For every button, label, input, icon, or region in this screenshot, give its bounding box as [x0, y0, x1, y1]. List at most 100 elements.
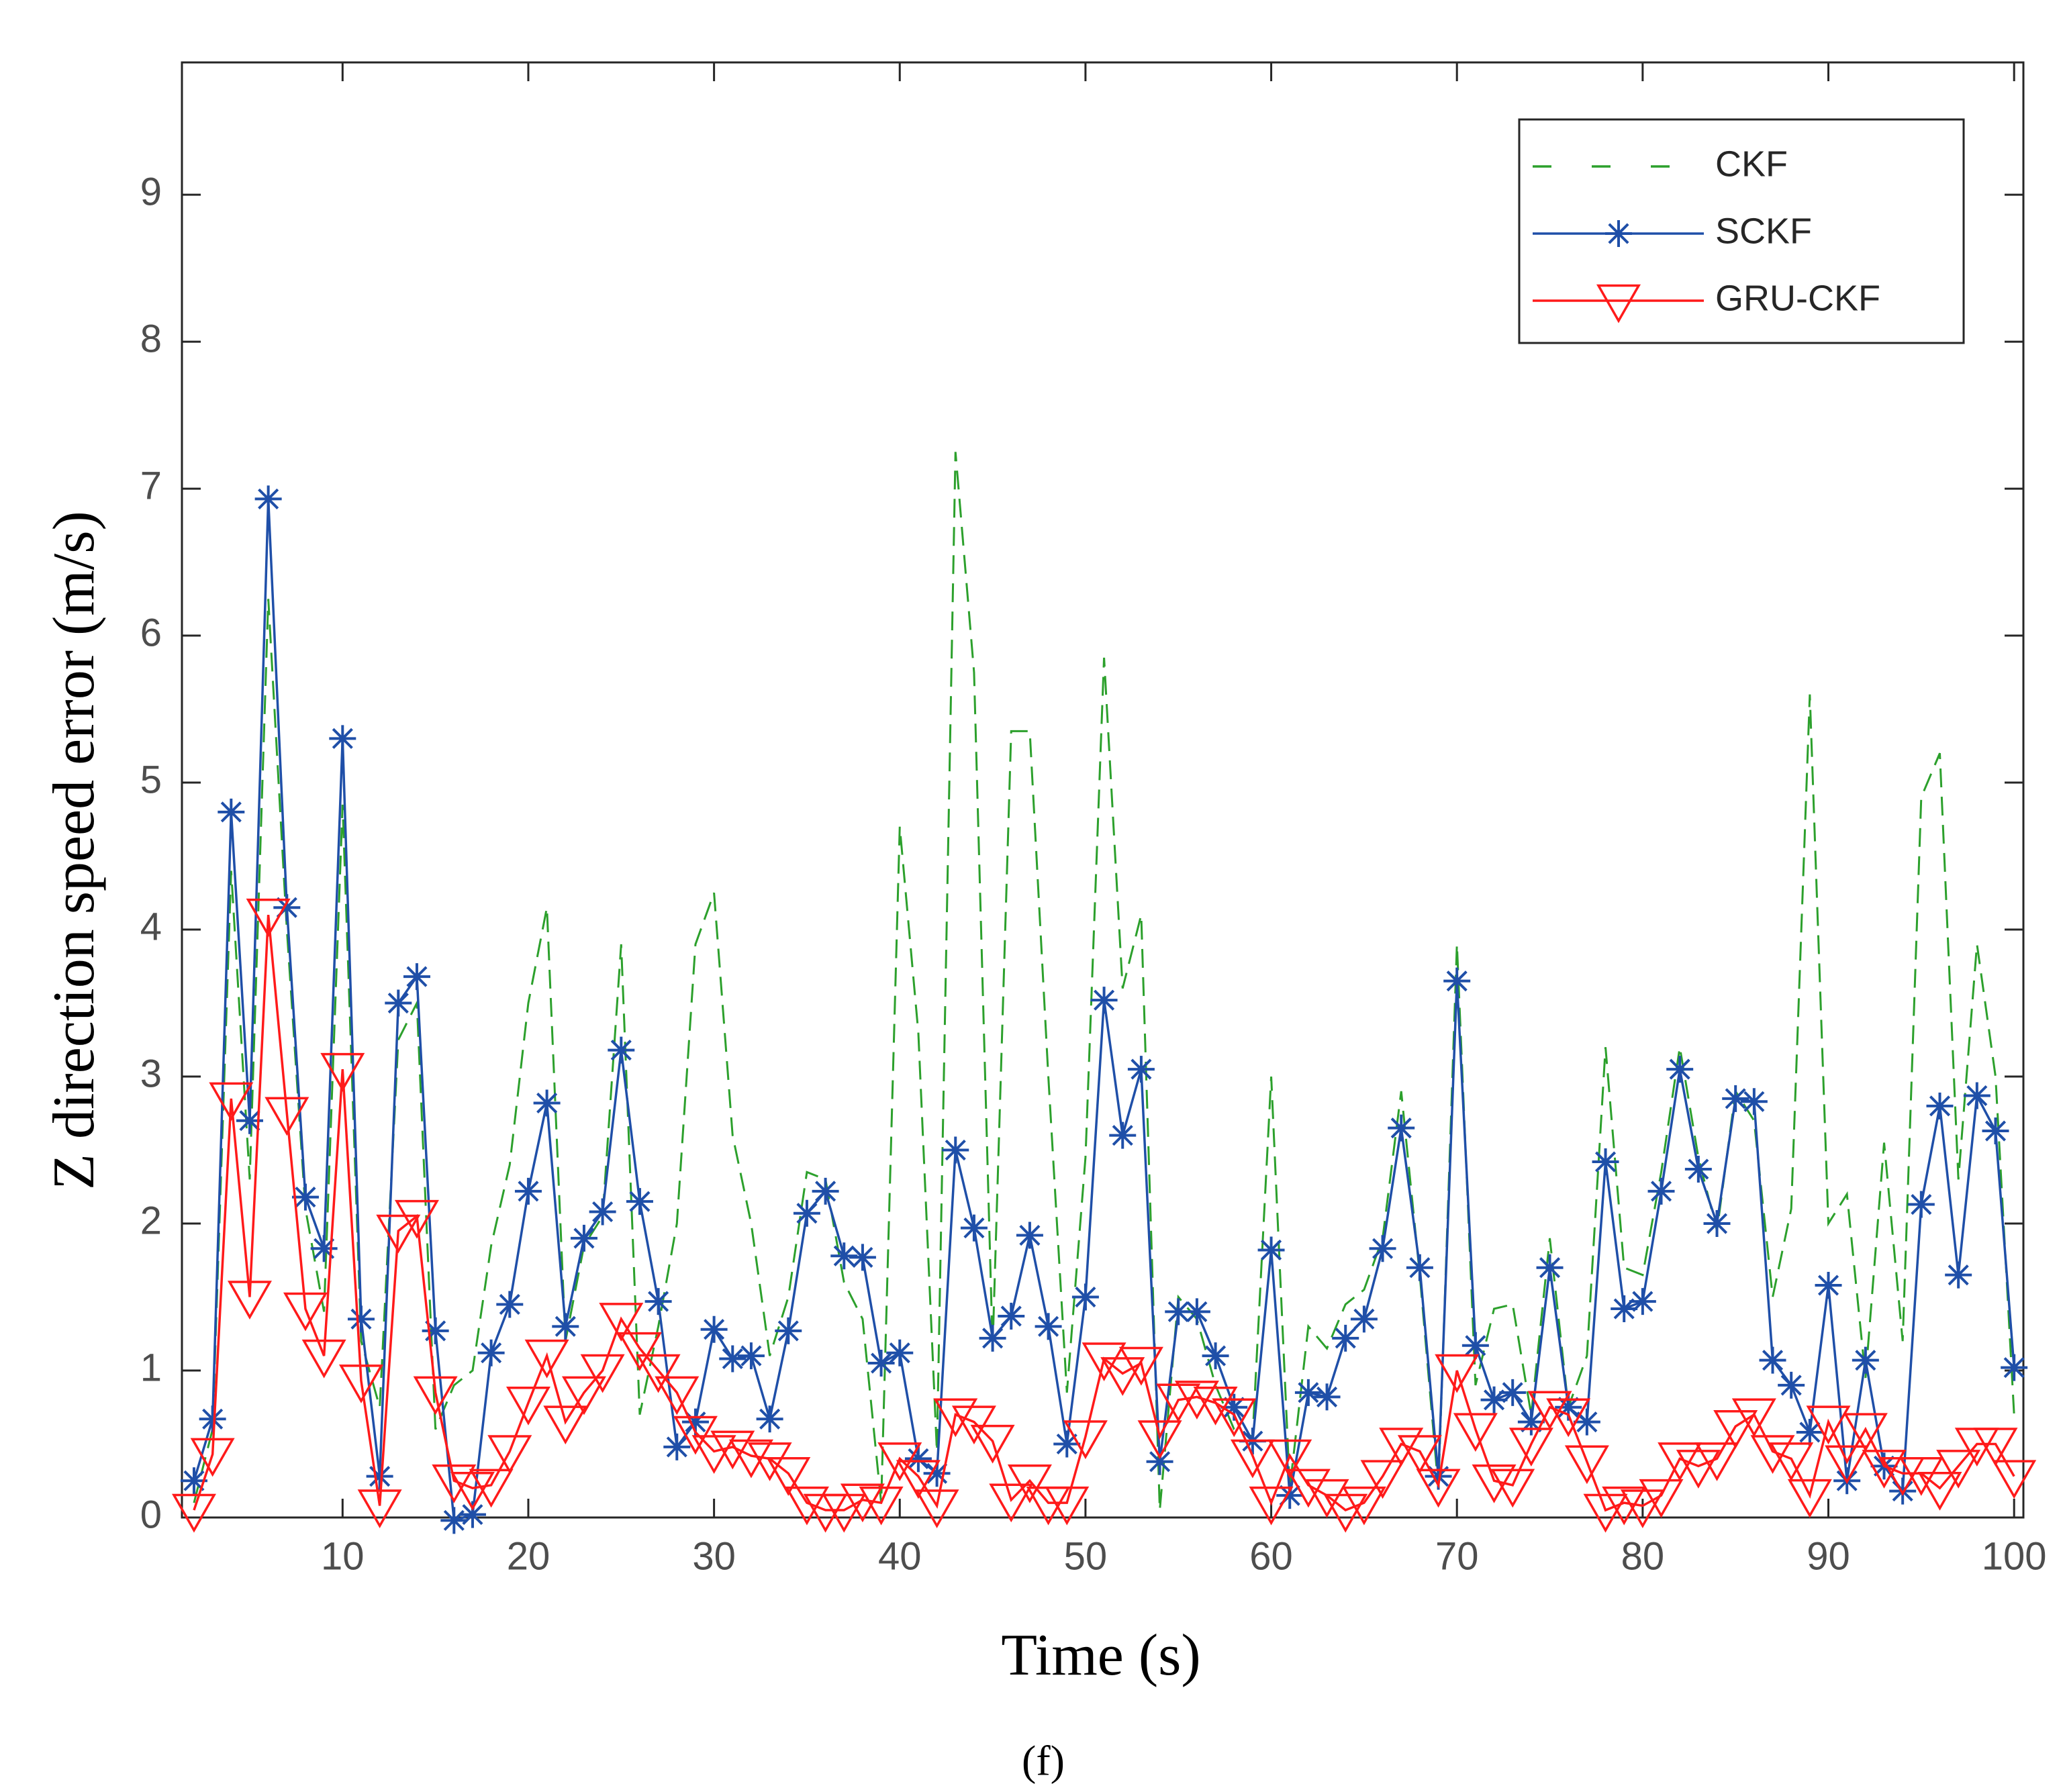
star-marker: [1963, 1082, 1990, 1109]
triangle-marker: [1843, 1413, 1888, 1452]
star-marker: [496, 1291, 524, 1318]
triangle-marker: [561, 1376, 606, 1415]
triangle-marker: [338, 1364, 383, 1403]
star-marker: [1461, 1332, 1489, 1359]
star-marker: [793, 1199, 820, 1227]
star-marker: [979, 1324, 1006, 1352]
star-marker: [1722, 1085, 1749, 1112]
triangle-marker: [1639, 1479, 1684, 1518]
star-marker: [1889, 1477, 1917, 1505]
triangle-marker: [859, 1486, 904, 1526]
y-tick-label: 1: [140, 1346, 162, 1389]
triangle-marker: [1862, 1450, 1907, 1489]
triangle-marker: [357, 1489, 402, 1529]
star-marker: [347, 1305, 375, 1333]
star-marker: [1647, 1177, 1675, 1205]
triangle-marker: [1713, 1409, 1758, 1449]
x-tick-label: 40: [878, 1534, 922, 1578]
star-marker: [1090, 987, 1118, 1014]
y-tick-label: 3: [140, 1052, 162, 1095]
triangle-marker: [1546, 1398, 1591, 1438]
triangle-marker: [599, 1303, 644, 1342]
y-tick-label: 7: [140, 464, 162, 507]
triangle-marker: [1527, 1391, 1572, 1430]
star-marker: [1053, 1430, 1081, 1458]
star-marker: [998, 1302, 1025, 1330]
star-marker: [459, 1501, 486, 1528]
star-marker: [1035, 1313, 1062, 1340]
star-marker: [477, 1339, 505, 1366]
triangle-marker: [1694, 1442, 1739, 1481]
triangle-marker: [1564, 1445, 1609, 1485]
triangle-marker: [636, 1354, 681, 1393]
y-tick-label: 0: [140, 1493, 162, 1536]
star-marker: [1573, 1408, 1600, 1436]
star-marker: [942, 1136, 969, 1164]
star-marker: [849, 1244, 876, 1271]
star-marker: [775, 1317, 802, 1344]
star-marker: [1071, 1283, 1099, 1311]
star-marker: [589, 1198, 616, 1226]
star-marker: [1332, 1324, 1359, 1352]
triangle-marker: [1658, 1442, 1702, 1481]
triangle-marker: [1435, 1354, 1480, 1393]
star-marker: [1480, 1386, 1508, 1413]
star-marker: [1778, 1371, 1805, 1399]
star-marker: [180, 1467, 207, 1495]
x-tick-label: 80: [1621, 1534, 1665, 1578]
star-marker: [366, 1462, 393, 1490]
star-marker: [644, 1288, 672, 1315]
series-2: [171, 898, 2037, 1533]
triangle-marker: [1490, 1469, 1535, 1508]
star-marker: [1684, 1155, 1712, 1183]
star-marker: [1257, 1236, 1285, 1264]
triangle-marker: [190, 1438, 235, 1477]
triangle-marker: [1676, 1450, 1721, 1489]
triangle-marker: [1286, 1469, 1331, 1508]
star-marker: [403, 963, 430, 991]
triangle-marker: [1508, 1428, 1553, 1467]
triangle-marker: [1118, 1346, 1163, 1386]
star-marker: [923, 1460, 951, 1487]
star-marker: [1202, 1342, 1229, 1370]
star-marker: [1926, 1092, 1954, 1119]
star-marker: [1388, 1114, 1415, 1142]
y-tick-label: 4: [140, 905, 162, 948]
x-tick-label: 70: [1435, 1534, 1479, 1578]
triangle-marker: [1806, 1405, 1851, 1445]
star-marker: [1740, 1088, 1768, 1115]
star-marker: [1592, 1148, 1619, 1176]
star-marker: [1146, 1448, 1173, 1475]
legend-marker: [1596, 284, 1641, 323]
triangle-marker: [1212, 1398, 1257, 1438]
star-marker: [1555, 1393, 1582, 1421]
x-tick-label: 30: [692, 1534, 736, 1578]
triangle-marker: [1936, 1450, 1981, 1489]
triangle-marker: [1063, 1420, 1108, 1460]
triangle-marker: [524, 1339, 569, 1379]
star-marker: [440, 1507, 468, 1534]
star-marker: [719, 1345, 747, 1373]
triangle-marker: [784, 1486, 829, 1526]
star-marker: [2001, 1354, 2028, 1381]
star-marker: [960, 1214, 988, 1242]
star-marker: [1313, 1383, 1341, 1411]
legend-label: GRU-CKF: [1715, 278, 1880, 318]
triangle-marker: [1917, 1471, 1962, 1511]
y-tick-label: 6: [140, 611, 162, 654]
star-marker: [533, 1089, 561, 1117]
triangle-marker: [1899, 1457, 1944, 1496]
star-marker: [1109, 1122, 1137, 1149]
triangle-marker: [320, 1052, 365, 1092]
triangle-marker: [970, 1424, 1015, 1464]
star-marker: [1183, 1298, 1210, 1326]
x-tick-label: 20: [507, 1534, 550, 1578]
star-marker: [608, 1036, 635, 1064]
y-tick-label: 8: [140, 317, 162, 360]
star-marker: [1703, 1210, 1731, 1238]
triangle-marker: [951, 1405, 996, 1445]
triangle-marker: [617, 1332, 662, 1371]
star-marker: [1852, 1346, 1879, 1374]
triangle-marker: [1583, 1493, 1628, 1533]
